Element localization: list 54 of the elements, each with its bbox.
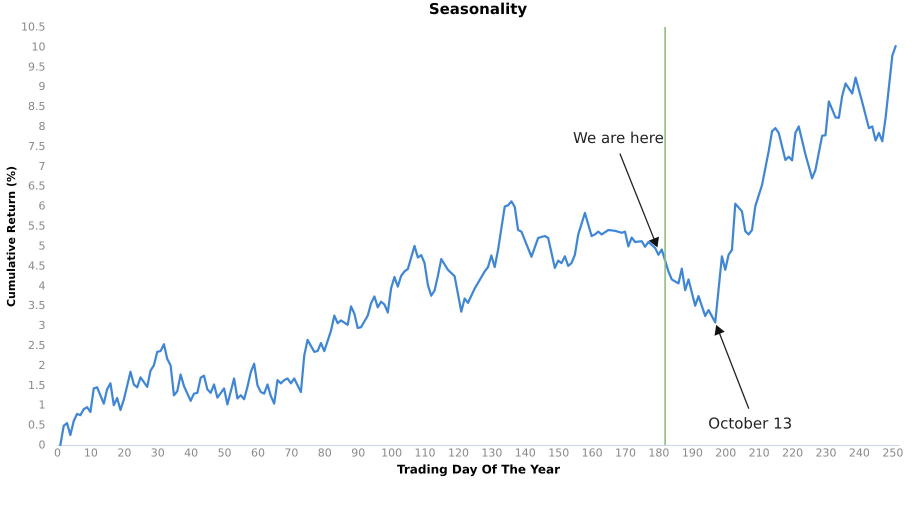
x-tick-label: 30: [150, 446, 165, 460]
y-tick-label: 0: [38, 438, 46, 452]
y-axis-title: Cumulative Return (%): [5, 166, 18, 308]
y-tick-label: 8: [38, 120, 46, 134]
x-tick-label: 160: [582, 446, 603, 460]
y-tick-label: 3.5: [28, 299, 46, 312]
y-tick-label: 6.5: [28, 180, 46, 193]
x-tick-label: 230: [815, 446, 836, 460]
y-tick-label: 1.5: [28, 378, 46, 392]
y-tick-label: 4.5: [28, 259, 46, 272]
chart-title: Seasonality: [428, 0, 528, 18]
x-tick-label: 90: [351, 446, 366, 460]
y-tick-label: 7: [38, 160, 46, 173]
y-tick-label: 9.5: [28, 60, 46, 74]
x-tick-label: 150: [548, 446, 570, 460]
x-tick-label: 0: [54, 446, 61, 460]
x-tick-label: 180: [648, 446, 670, 460]
x-tick-label: 100: [381, 446, 402, 460]
y-tick-label: 3: [38, 319, 46, 332]
x-tick-label: 140: [514, 446, 536, 460]
x-tick-label: 250: [882, 446, 904, 460]
x-tick-label: 80: [318, 446, 332, 460]
x-tick-label: 210: [748, 446, 770, 460]
x-tick-label: 190: [682, 446, 703, 460]
x-tick-label: 10: [84, 446, 98, 460]
y-tick-label: 6: [38, 200, 46, 213]
x-axis-title: Trading Day Of The Year: [397, 462, 560, 476]
line-series: [59, 45, 897, 446]
x-tick-label: 40: [184, 446, 198, 460]
x-tick-label: 120: [448, 446, 469, 460]
y-tick-label: 2: [38, 358, 46, 372]
y-tick-label: 4: [38, 279, 46, 292]
x-tick-label: 110: [414, 446, 436, 460]
x-tick-label: 200: [715, 446, 736, 460]
y-tick-label: 0.5: [28, 418, 46, 432]
x-tick-label: 60: [250, 446, 265, 460]
y-tick-label: 10.5: [21, 20, 46, 34]
x-tick-label: 20: [117, 446, 132, 460]
x-tick-label: 220: [782, 446, 804, 460]
annotation: October 13: [708, 414, 792, 432]
x-tick-label: 70: [284, 446, 298, 460]
x-tick-label: 240: [848, 446, 870, 460]
x-tick-label: 170: [615, 446, 636, 460]
y-tick-label: 2.5: [28, 338, 46, 352]
y-tick-label: 8.5: [28, 100, 46, 114]
y-tick-label: 9: [38, 80, 46, 94]
annotation: We are here: [573, 128, 664, 147]
y-tick-label: 1: [38, 398, 46, 412]
x-tick-label: 130: [481, 446, 502, 460]
x-tick-label: 50: [218, 446, 232, 460]
y-tick-label: 5.5: [28, 220, 46, 233]
y-tick-label: 5: [38, 239, 46, 252]
y-tick-label: 7.5: [28, 140, 46, 153]
y-tick-label: 10: [32, 40, 46, 54]
